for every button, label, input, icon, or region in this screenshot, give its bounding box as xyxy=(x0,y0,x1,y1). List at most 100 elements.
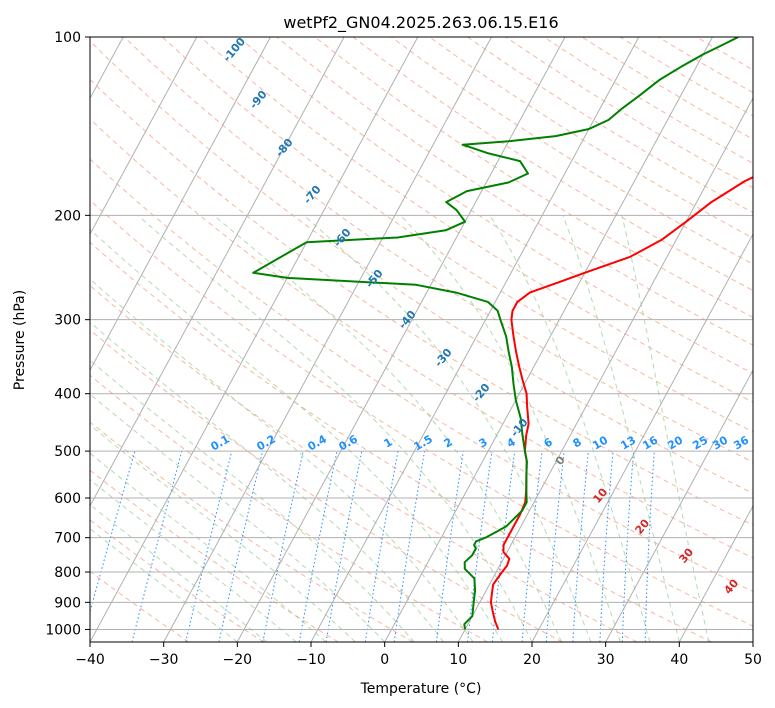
dry-adiabat-line xyxy=(390,37,753,265)
x-tick-label: 10 xyxy=(449,652,467,668)
mixing-ratio-label: 3 xyxy=(477,435,490,450)
y-tick-label: 800 xyxy=(54,565,81,581)
moist-adiabat-line xyxy=(90,393,386,642)
dry-adiabat-line xyxy=(90,374,488,642)
dry-adiabat-line xyxy=(581,37,753,140)
moist-adiabat-line xyxy=(90,278,474,642)
dry-adiabat-label: -30 xyxy=(432,346,455,370)
isotherm-line xyxy=(678,504,753,642)
mixing-ratio-line xyxy=(572,451,589,642)
mixing-ratio-line xyxy=(467,451,493,642)
mixing-ratio-line xyxy=(131,450,183,642)
dry-adiabat-line xyxy=(429,37,753,239)
moist-adiabat-line xyxy=(90,452,327,642)
moist-adiabat-line xyxy=(562,215,680,642)
y-tick-label: 500 xyxy=(54,444,81,460)
dry-adiabat-label: -40 xyxy=(396,308,419,332)
mixing-ratio-line xyxy=(545,451,565,642)
mixing-ratio-label: 6 xyxy=(542,435,555,450)
moist-adiabats xyxy=(90,214,710,642)
moist-adiabat-line xyxy=(90,228,503,642)
moist-adiabat-line xyxy=(213,214,562,642)
dry-adiabat-line xyxy=(543,37,753,164)
x-tick-label: −30 xyxy=(149,652,179,668)
x-tick-label: 50 xyxy=(744,652,762,668)
isotherm-line xyxy=(90,37,419,642)
x-tick-label: −10 xyxy=(296,652,326,668)
mixing-ratio-label: 2 xyxy=(442,435,455,450)
isotherm-line xyxy=(531,233,753,642)
mixing-ratio-label: 8 xyxy=(571,435,584,450)
x-tick-label: 0 xyxy=(380,652,389,668)
moist-adiabat-line xyxy=(621,215,710,642)
moist-adiabat-line xyxy=(90,528,238,642)
mixing-ratio-label: 0.4 xyxy=(306,432,330,453)
moist-adiabat-line xyxy=(90,424,356,642)
moist-adiabat-line xyxy=(137,214,533,642)
dry-adiabat-line xyxy=(658,37,753,94)
y-tick-label: 600 xyxy=(54,491,81,507)
x-tick-label: 20 xyxy=(523,652,541,668)
dry-adiabat-label: -90 xyxy=(247,88,270,112)
moist-adiabat-label: 40 xyxy=(721,576,741,596)
mixing-ratio-line xyxy=(218,450,264,642)
isotherm-line xyxy=(163,37,492,642)
isotherm-line xyxy=(90,37,271,372)
moist-adiabat-label: 0 xyxy=(553,453,568,467)
dry-adiabat-line xyxy=(696,37,753,71)
moist-adiabat-label: 30 xyxy=(676,545,696,565)
isobars xyxy=(90,37,753,630)
isotherm-line xyxy=(236,37,566,642)
dry-adiabat-line xyxy=(90,241,712,642)
dry-adiabat-line xyxy=(276,37,753,346)
y-axis-label: Pressure (hPa) xyxy=(12,290,28,390)
dry-adiabat-label: -20 xyxy=(470,381,493,405)
y-tick-label: 900 xyxy=(54,595,81,611)
dry-adiabat-line xyxy=(314,37,753,319)
mixing-ratio-label: 0.2 xyxy=(255,432,278,453)
x-axis-ticks: −40 −30 −20 −10 0 10 20 30 40 50 xyxy=(75,642,762,668)
dry-adiabat-line xyxy=(90,284,638,642)
mixing-ratio-line xyxy=(185,450,233,642)
mixing-ratio-label: 1 xyxy=(382,435,395,450)
y-tick-label: 700 xyxy=(54,531,81,547)
mixing-ratio-lines xyxy=(90,450,655,642)
moist-adiabat-line xyxy=(90,479,297,642)
dry-adiabat-label: -80 xyxy=(273,136,296,160)
y-tick-label: 100 xyxy=(54,30,81,46)
mixing-ratio-line xyxy=(621,451,635,642)
isotherm-line xyxy=(752,640,753,642)
mixing-ratio-label: 30 xyxy=(710,433,730,452)
series-lines xyxy=(252,37,753,630)
y-axis-ticks: 100 200 300 400 500 600 700 800 900 1000 xyxy=(45,30,90,638)
y-tick-label: 400 xyxy=(54,387,81,403)
moist-adiabat-line xyxy=(90,321,444,642)
mixing-ratio-line xyxy=(435,451,464,642)
x-tick-label: 30 xyxy=(597,652,615,668)
dry-adiabat-label: -50 xyxy=(363,267,386,291)
isotherms xyxy=(90,37,753,642)
dry-adiabats xyxy=(90,37,753,642)
moist-adiabat-line xyxy=(303,214,592,642)
mixing-ratio-label: 36 xyxy=(731,433,751,452)
chart-title: wetPf2_GN04.2025.263.06.15.E16 xyxy=(283,13,558,33)
mixing-ratio-label: 13 xyxy=(618,434,638,453)
y-tick-label: 1000 xyxy=(45,622,81,638)
isotherm-line xyxy=(90,37,345,508)
mixing-ratio-line xyxy=(491,451,516,642)
dry-adiabat-line xyxy=(200,37,753,403)
dry-adiabat-line xyxy=(90,78,753,526)
isotherm-line xyxy=(384,37,713,642)
dry-adiabat-line xyxy=(352,37,753,292)
x-tick-label: −40 xyxy=(75,652,105,668)
dry-adiabat-line xyxy=(90,519,264,642)
moist-adiabat-line xyxy=(90,504,268,642)
moist-adiabat-line xyxy=(400,214,621,642)
dry-adiabat-line xyxy=(619,37,753,117)
isotherm-line xyxy=(310,37,640,642)
mixing-ratio-label: 25 xyxy=(690,434,710,453)
series-line xyxy=(489,176,753,630)
dry-adiabat-line xyxy=(90,118,753,559)
dry-adiabat-line xyxy=(90,469,339,642)
